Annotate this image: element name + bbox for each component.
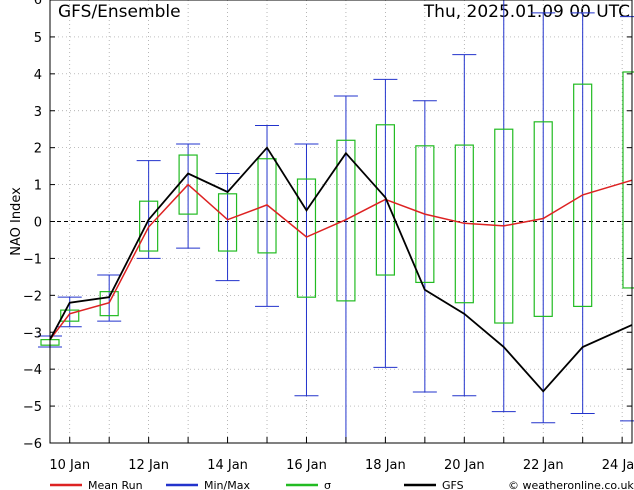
y-tick-label: 4 bbox=[34, 68, 42, 83]
sigma-box bbox=[375, 124, 395, 276]
x-tick-label: 24 Jan bbox=[602, 458, 634, 473]
x-tick-label: 12 Jan bbox=[128, 458, 169, 473]
sigma-box bbox=[217, 193, 238, 252]
y-tick-label: 6 bbox=[34, 0, 42, 8]
x-tick-label: 14 Jan bbox=[207, 458, 248, 473]
x-tick-label: 18 Jan bbox=[365, 458, 406, 473]
sigma-boxes bbox=[40, 71, 634, 346]
y-tick-label: 2 bbox=[34, 142, 42, 157]
chart-datetime: Thu, 2025.01.09 00 UTC bbox=[423, 2, 630, 22]
y-tick-label: 1 bbox=[34, 179, 42, 194]
x-tick-label: 22 Jan bbox=[523, 458, 564, 473]
y-tick-label: −6 bbox=[23, 437, 42, 452]
series-lines bbox=[49, 146, 633, 393]
legend: Mean Run Min/Max σ GFS bbox=[50, 479, 464, 490]
y-tick-label: −3 bbox=[23, 326, 42, 341]
legend-label: Mean Run bbox=[88, 479, 143, 490]
y-axis: −6 −5 −4 −3 −2 −1 0 1 2 3 4 5 6 bbox=[23, 0, 632, 452]
chart-title: GFS/Ensemble bbox=[58, 2, 181, 22]
y-axis-label: NAO Index bbox=[9, 187, 24, 256]
sigma-box bbox=[296, 178, 317, 298]
x-axis: 10 Jan 12 Jan 14 Jan 16 Jan 18 Jan 20 Jan 22 J… bbox=[49, 437, 634, 473]
legend-label: Min/Max bbox=[204, 479, 250, 490]
mean-run-line bbox=[49, 179, 633, 341]
y-tick-label: 5 bbox=[34, 31, 42, 46]
sigma-box bbox=[257, 158, 277, 254]
sigma-box bbox=[99, 291, 119, 317]
sigma-box bbox=[533, 121, 553, 317]
y-tick-label: −5 bbox=[23, 400, 42, 415]
grid-lines bbox=[50, 0, 632, 444]
y-tick-label: 3 bbox=[34, 105, 42, 120]
y-tick-label: 0 bbox=[34, 216, 42, 231]
legend-label: σ bbox=[324, 479, 331, 490]
x-tick-label: 16 Jan bbox=[286, 458, 327, 473]
sigma-box bbox=[415, 145, 435, 284]
credit-text: © weatheronline.co.uk bbox=[508, 479, 634, 490]
sigma-box bbox=[139, 200, 159, 252]
sigma-box bbox=[494, 128, 514, 324]
x-tick-label: 20 Jan bbox=[444, 458, 485, 473]
y-tick-label: −4 bbox=[23, 363, 42, 378]
y-tick-label: −2 bbox=[23, 289, 42, 304]
y-tick-label: −1 bbox=[23, 252, 42, 267]
plot-frame bbox=[49, 0, 633, 444]
legend-label: GFS bbox=[442, 479, 464, 490]
sigma-box bbox=[60, 309, 80, 322]
sigma-box bbox=[336, 139, 356, 302]
gfs-line bbox=[49, 146, 633, 393]
sigma-box bbox=[573, 83, 593, 308]
x-tick-label: 10 Jan bbox=[49, 458, 90, 473]
